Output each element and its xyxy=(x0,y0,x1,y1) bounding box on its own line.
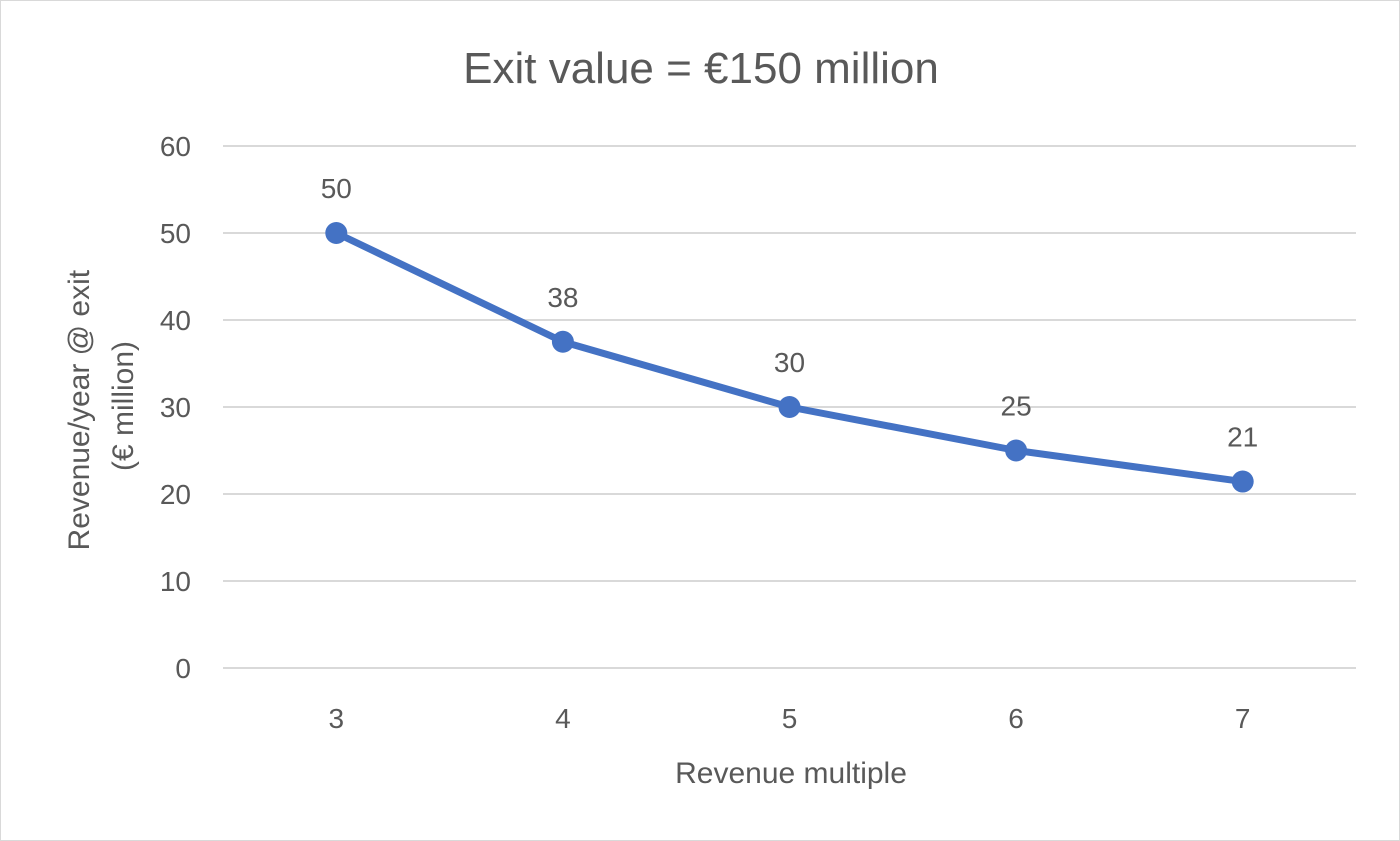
data-label: 50 xyxy=(321,173,352,204)
y-tick-label: 0 xyxy=(175,653,191,684)
y-tick-label: 20 xyxy=(160,479,191,510)
data-label: 38 xyxy=(547,282,578,313)
y-tick-labels: 0 10 20 30 40 50 60 xyxy=(160,131,191,684)
x-tick-label: 6 xyxy=(1008,703,1024,734)
series-layer xyxy=(325,222,1254,493)
y-axis-title: Revenue/year @ exit (€ million) xyxy=(63,262,140,551)
data-label: 30 xyxy=(774,347,805,378)
x-tick-label: 5 xyxy=(782,703,798,734)
y-axis-title-line-1: Revenue/year @ exit xyxy=(63,269,96,550)
x-tick-label: 3 xyxy=(329,703,345,734)
data-point xyxy=(325,222,348,244)
y-tick-label: 50 xyxy=(160,218,191,249)
x-axis-title: Revenue multiple xyxy=(675,757,907,790)
data-point xyxy=(778,396,801,418)
x-tick-label: 7 xyxy=(1235,703,1251,734)
data-label: 25 xyxy=(1001,391,1032,422)
x-tick-label: 4 xyxy=(555,703,571,734)
data-point xyxy=(551,330,574,353)
x-tick-labels: 3 4 5 6 7 xyxy=(329,703,1251,734)
data-label: 21 xyxy=(1227,422,1258,453)
y-tick-label: 10 xyxy=(160,566,191,597)
data-labels: 50 38 30 25 21 xyxy=(321,173,1259,453)
y-tick-label: 40 xyxy=(160,305,191,336)
data-point xyxy=(1005,439,1028,462)
gridlines xyxy=(223,145,1356,669)
chart-title: Exit value = €150 million xyxy=(463,44,939,93)
y-tick-label: 30 xyxy=(160,392,191,423)
y-tick-label: 60 xyxy=(160,131,191,162)
data-point xyxy=(1231,470,1254,493)
y-axis-title-line-2: (€ million) xyxy=(107,341,140,471)
